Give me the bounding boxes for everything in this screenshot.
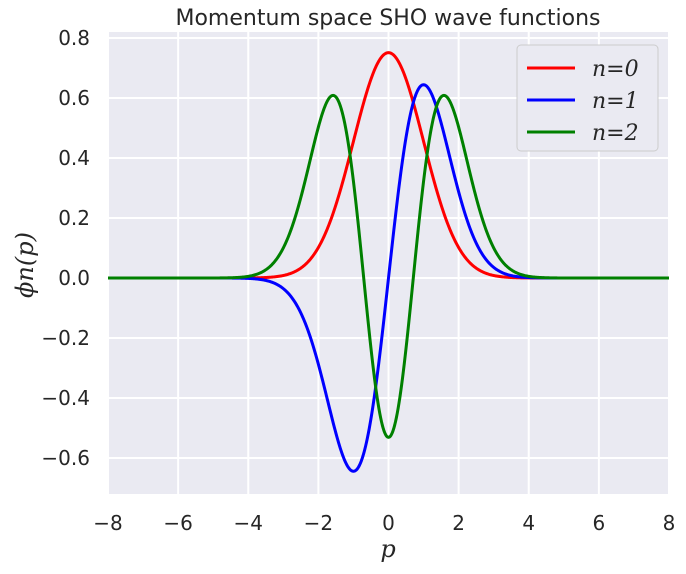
y-tick-label: −0.4 [41, 386, 90, 410]
legend: n=0 n=1 n=2 [516, 44, 659, 152]
x-tick-label: −2 [304, 511, 333, 535]
legend-frame [516, 44, 659, 152]
x-tick-label: −8 [93, 511, 122, 535]
y-axis-label: ϕn(p) [11, 232, 39, 298]
x-tick-label: −6 [163, 511, 192, 535]
x-tick-label: −4 [234, 511, 263, 535]
series-lines [107, 51, 670, 473]
x-tick-label: 2 [452, 511, 465, 535]
chart-title: Momentum space SHO wave functions [175, 6, 600, 31]
y-tick-label: −0.2 [41, 326, 90, 350]
y-tick-label: 0.2 [58, 206, 90, 230]
y-tick-label: 0.6 [58, 86, 90, 110]
y-tick-labels: −0.6 −0.4 −0.2 0.0 0.2 0.4 0.6 0.8 [41, 26, 90, 470]
y-tick-label: 0.8 [58, 26, 90, 50]
legend-label-n2: n=2 [592, 121, 639, 146]
y-tick-label: 0.0 [58, 266, 90, 290]
y-tick-label: −0.6 [41, 446, 90, 470]
legend-label-n1: n=1 [592, 89, 639, 114]
x-tick-label: 4 [522, 511, 535, 535]
x-tick-labels: −8 −6 −4 −2 0 2 4 6 8 [93, 511, 675, 535]
legend-label-n0: n=0 [592, 57, 639, 82]
x-tick-label: 0 [382, 511, 395, 535]
y-tick-label: 0.4 [58, 146, 90, 170]
x-tick-label: 6 [593, 511, 606, 535]
series-line-n2 [107, 93, 670, 439]
x-tick-label: 8 [663, 511, 676, 535]
x-axis-label: p [380, 535, 395, 563]
